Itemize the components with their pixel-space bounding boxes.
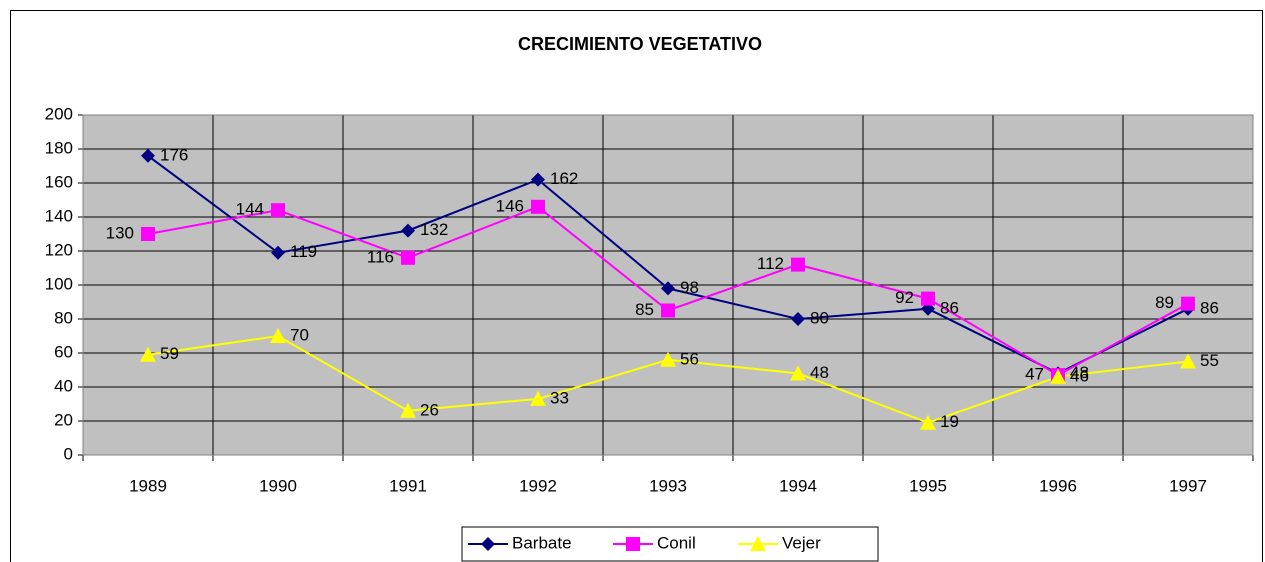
point — [921, 291, 935, 306]
data-label: 89 — [1155, 293, 1174, 312]
point — [141, 227, 155, 241]
x-tick-label: 1990 — [259, 476, 297, 495]
x-tick-label: 1989 — [129, 476, 167, 495]
data-label: 80 — [810, 308, 829, 327]
data-label: 55 — [1200, 351, 1219, 370]
data-label: 144 — [236, 200, 264, 219]
data-label: 56 — [680, 349, 699, 368]
data-label: 130 — [106, 223, 134, 242]
data-label: 86 — [1200, 298, 1219, 317]
point — [660, 351, 676, 367]
point — [140, 346, 156, 362]
x-tick-label: 1994 — [779, 476, 817, 495]
point — [1181, 296, 1195, 311]
x-tick-label: 1996 — [1039, 476, 1077, 495]
data-label: 98 — [680, 278, 699, 297]
point — [270, 328, 286, 343]
data-label: 162 — [550, 169, 578, 188]
data-label: 48 — [1070, 363, 1089, 382]
data-label: 176 — [160, 145, 188, 164]
chart-title: CRECIMIENTO VEGETATIVO — [518, 34, 762, 54]
y-tick-label: 80 — [54, 308, 73, 327]
point — [531, 199, 545, 214]
y-tick-label: 140 — [45, 206, 73, 225]
data-label: 112 — [757, 254, 784, 273]
y-tick-label: 160 — [45, 172, 73, 191]
point — [750, 536, 766, 551]
data-label: 47 — [1025, 365, 1044, 384]
point — [481, 537, 495, 551]
point — [1050, 368, 1066, 384]
data-label: 33 — [550, 388, 569, 407]
point — [791, 257, 805, 272]
plot-border — [82, 114, 1254, 456]
data-label: 119 — [290, 242, 317, 261]
data-label: 59 — [160, 344, 179, 363]
y-tick-label: 60 — [54, 342, 73, 361]
point — [401, 250, 415, 265]
data-label: 70 — [290, 325, 309, 344]
x-tick-label: 1992 — [519, 476, 557, 495]
y-tick-label: 200 — [45, 104, 73, 123]
legend-label: Conil — [657, 533, 696, 552]
data-label: 48 — [810, 363, 829, 382]
point — [790, 365, 806, 381]
point — [626, 537, 640, 551]
point — [530, 390, 546, 406]
data-label: 85 — [635, 300, 654, 319]
data-label: 46 — [1070, 366, 1089, 385]
x-tick-label: 1993 — [649, 476, 687, 495]
y-tick-label: 180 — [45, 138, 73, 157]
data-label: 86 — [940, 298, 959, 317]
point — [271, 203, 285, 218]
x-tick-label: 1997 — [1169, 476, 1207, 495]
data-label: 116 — [367, 247, 394, 266]
legend-box — [461, 526, 879, 562]
data-label: 92 — [895, 288, 914, 307]
data-label: 26 — [420, 400, 439, 419]
point — [531, 172, 545, 187]
data-label: 132 — [420, 220, 448, 239]
point — [401, 223, 415, 238]
point — [1180, 353, 1196, 369]
x-tick-label: 1995 — [909, 476, 947, 495]
point — [791, 312, 805, 326]
point — [920, 414, 936, 430]
legend-label: Barbate — [512, 533, 572, 552]
y-tick-label: 40 — [54, 376, 73, 395]
point — [661, 303, 675, 318]
y-tick-label: 0 — [64, 444, 73, 463]
data-label: 146 — [496, 196, 524, 215]
y-tick-label: 100 — [45, 274, 73, 293]
data-label: 19 — [940, 412, 959, 431]
point — [400, 402, 416, 418]
y-tick-label: 120 — [45, 240, 73, 259]
x-tick-label: 1991 — [389, 476, 427, 495]
point — [661, 281, 675, 296]
legend-label: Vejer — [782, 533, 821, 552]
y-tick-label: 20 — [54, 410, 73, 429]
point — [271, 245, 285, 260]
point — [141, 148, 155, 163]
